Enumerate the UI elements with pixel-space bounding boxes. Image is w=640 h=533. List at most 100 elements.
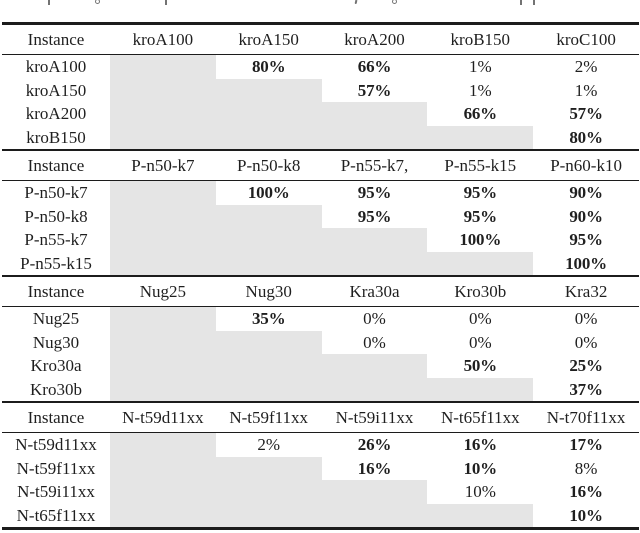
table-row: Kro30a 50% 25% xyxy=(2,354,639,378)
caption-fragment xyxy=(165,0,167,5)
table-row: P-n50-k8 95% 95% 90% xyxy=(2,204,639,228)
table-row: N-t59i11xx 10% 16% xyxy=(2,480,639,504)
row-label: kroA150 xyxy=(25,80,87,100)
row-label: P-n55-k7 xyxy=(24,230,88,249)
table-cell: 0% xyxy=(468,309,492,328)
caption-fragment xyxy=(354,0,358,5)
table-cell xyxy=(110,102,216,126)
table-cell xyxy=(321,102,428,126)
table-cell: 25% xyxy=(569,356,603,375)
table-cell xyxy=(215,377,322,401)
table-cell: 95% xyxy=(463,206,498,226)
caption-fragment xyxy=(520,0,522,5)
caption-fragment xyxy=(533,0,535,5)
header-row: Instance Nug25 Nug30 Kra30a Kro30b Kra32 xyxy=(2,277,639,307)
table-cell: 1% xyxy=(574,80,598,100)
table-cell xyxy=(110,503,216,527)
table-cell xyxy=(321,125,428,149)
table-cell xyxy=(215,204,322,228)
table-cell xyxy=(215,102,322,126)
table-cell xyxy=(110,204,216,228)
table-cell: 10% xyxy=(464,482,496,501)
table-row: kroA100 80% 66% 1% 2% xyxy=(2,55,639,79)
table-cell: 16% xyxy=(463,435,498,454)
row-label: N-t59f11xx xyxy=(16,458,96,478)
table-section-1: Instance kroA100 kroA150 kroA200 kroB150 kroC… xyxy=(2,25,639,149)
row-label: kroB150 xyxy=(26,127,86,147)
column-header: Nug25 xyxy=(139,281,187,301)
cropped-caption-fragments xyxy=(0,0,640,7)
table-cell: 17% xyxy=(569,435,603,454)
table-cell: 16% xyxy=(569,482,603,501)
table-row: Kro30b 37% xyxy=(2,377,639,401)
table-cell xyxy=(321,503,428,527)
table-cell xyxy=(215,354,322,378)
table-cell: 16% xyxy=(357,458,392,478)
table-row: kroA150 57% 1% 1% xyxy=(2,78,639,102)
table-cell: 95% xyxy=(569,230,603,249)
table-cell xyxy=(110,125,216,149)
table-cell: 8% xyxy=(574,458,598,478)
table-cell xyxy=(110,251,216,275)
column-header: kroB150 xyxy=(450,29,511,49)
table-cell xyxy=(427,377,534,401)
row-label: P-n55-k15 xyxy=(20,253,92,273)
table-row: N-t65f11xx 10% xyxy=(2,503,639,527)
table-cell: 37% xyxy=(569,379,603,399)
table-cell: 0% xyxy=(363,309,386,328)
column-header: Kro30b xyxy=(454,281,507,301)
table-cell: 95% xyxy=(357,206,392,226)
table-row: Nug25 35% 0% 0% 0% xyxy=(2,307,639,331)
column-header: P-n60-k10 xyxy=(550,155,622,175)
table-cell xyxy=(321,251,428,275)
table-cell: 57% xyxy=(569,104,603,123)
column-header: Kra30a xyxy=(349,281,400,301)
column-header: kroA150 xyxy=(238,29,299,49)
table-cell: 2% xyxy=(257,435,281,454)
row-label: Kro30a xyxy=(30,356,82,375)
table-cell xyxy=(215,125,322,149)
results-table: Instance kroA100 kroA150 kroA200 kroB150 kroC… xyxy=(2,22,639,530)
table-cell xyxy=(321,228,428,252)
table-cell xyxy=(321,480,428,504)
row-label: P-n50-k7 xyxy=(24,183,88,202)
column-header: P-n50-k7 xyxy=(131,155,195,175)
caption-fragment xyxy=(95,0,100,4)
column-header: Nug30 xyxy=(245,281,292,301)
column-header: N-t59d11xx xyxy=(122,407,204,427)
table-section-3: Instance Nug25 Nug30 Kra30a Kro30b Kra32 Nug25… xyxy=(2,275,639,401)
column-header: kroA100 xyxy=(132,29,194,49)
table-cell: 50% xyxy=(463,356,498,375)
table-cell xyxy=(110,55,216,79)
table-cell: 66% xyxy=(357,57,392,76)
row-label: Kro30b xyxy=(30,379,82,399)
table-row: Nug30 0% 0% 0% xyxy=(2,330,639,354)
table-cell: 10% xyxy=(463,458,498,478)
table-cell xyxy=(110,78,216,102)
table-cell xyxy=(215,228,322,252)
instance-column-header: Instance xyxy=(27,155,85,175)
column-header: P-n50-k8 xyxy=(237,155,301,175)
table-cell xyxy=(427,503,534,527)
row-label: N-t59d11xx xyxy=(15,435,97,454)
table-cell: 80% xyxy=(251,57,286,76)
table-cell: 1% xyxy=(468,80,492,100)
table-cell xyxy=(215,503,322,527)
table-row: N-t59f11xx 16% 10% 8% xyxy=(2,456,639,480)
table-cell xyxy=(427,125,534,149)
table-cell xyxy=(427,251,534,275)
table-row: N-t59d11xx 2% 26% 16% 17% xyxy=(2,433,639,457)
row-label: kroA100 xyxy=(25,57,87,76)
table-cell xyxy=(215,78,322,102)
row-label: N-t59i11xx xyxy=(17,482,95,501)
row-label: Nug25 xyxy=(32,309,80,328)
table-cell: 90% xyxy=(569,206,603,226)
column-header: Kra32 xyxy=(564,281,608,301)
table-cell: 0% xyxy=(574,309,598,328)
table-cell: 66% xyxy=(463,104,498,123)
table-cell: 80% xyxy=(569,127,603,147)
column-header: N-t65f11xx xyxy=(440,407,520,427)
table-row: kroB150 80% xyxy=(2,125,639,149)
table-cell xyxy=(110,228,216,252)
table-cell xyxy=(110,307,216,331)
